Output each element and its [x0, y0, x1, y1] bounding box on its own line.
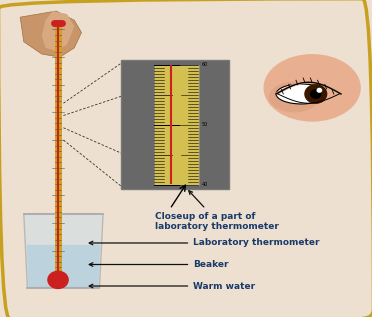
Circle shape — [317, 88, 321, 92]
Circle shape — [305, 85, 327, 103]
Circle shape — [311, 90, 321, 98]
Text: Laboratory thermometer: Laboratory thermometer — [89, 238, 320, 248]
Text: 40: 40 — [202, 182, 208, 187]
Text: Warm water: Warm water — [89, 281, 255, 290]
Ellipse shape — [263, 54, 361, 122]
Text: 50: 50 — [202, 122, 208, 127]
Bar — [121, 60, 229, 189]
Ellipse shape — [276, 84, 327, 104]
Ellipse shape — [269, 82, 320, 113]
Text: Beaker: Beaker — [89, 260, 229, 269]
Bar — [154, 65, 199, 184]
Text: 60: 60 — [202, 62, 208, 67]
Text: Closeup of a part of
laboratory thermometer: Closeup of a part of laboratory thermome… — [155, 191, 279, 231]
Polygon shape — [42, 11, 74, 51]
Polygon shape — [27, 245, 100, 288]
Polygon shape — [24, 214, 103, 288]
Circle shape — [48, 271, 68, 288]
Polygon shape — [20, 11, 81, 57]
